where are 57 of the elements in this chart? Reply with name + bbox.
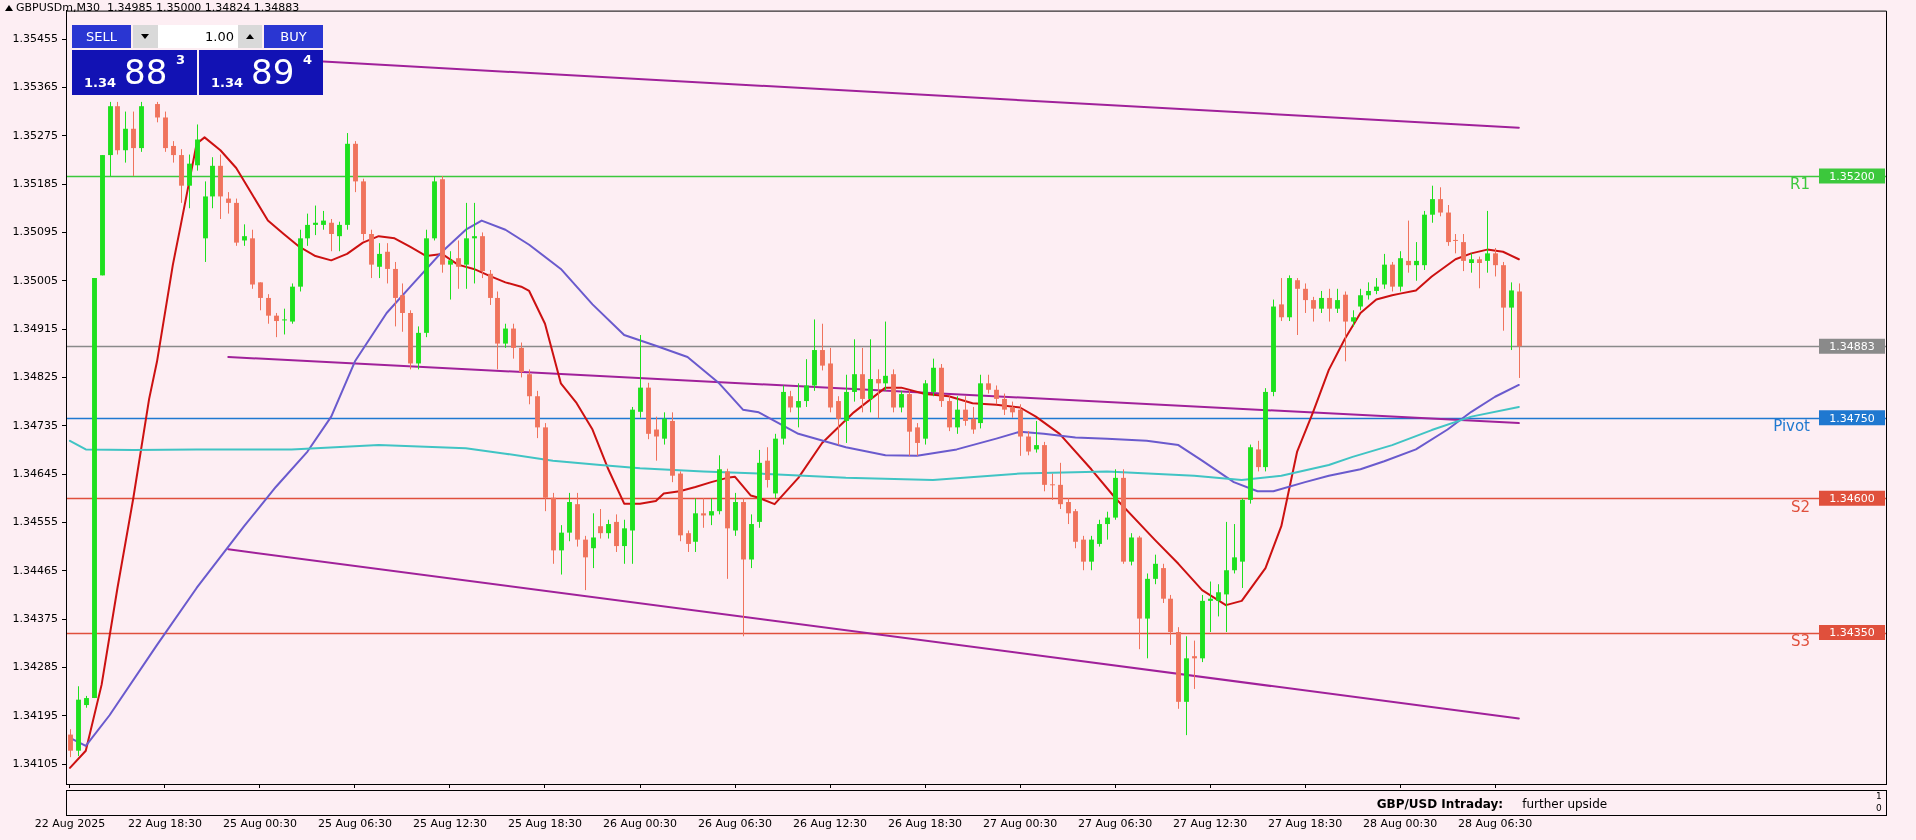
y-tick-label: 1.35455 (12, 31, 58, 45)
x-tick-label: 28 Aug 00:30 (1362, 817, 1438, 831)
y-tick-label: 1.34375 (12, 611, 58, 625)
text: 1.35200 (1829, 169, 1875, 183)
x-tick-label: 26 Aug 12:30 (792, 817, 868, 831)
x-tick-label: 26 Aug 06:30 (697, 817, 773, 831)
y-tick-label: 1.34195 (12, 708, 58, 722)
y-tick-label: 1.34285 (12, 660, 58, 674)
text: 1.34600 (1829, 492, 1875, 506)
y-tick-label: 1.34105 (12, 756, 58, 770)
y-tick-label: 1.35095 (12, 225, 58, 239)
annotation: SELL (86, 29, 117, 44)
text: GBP/USD Intraday: (1376, 797, 1504, 811)
y-tick-label: 1.35365 (12, 80, 58, 94)
candlestick (1351, 309, 1356, 327)
text: 0 (1876, 803, 1882, 813)
x-tick-label: 25 Aug 06:30 (317, 817, 393, 831)
x-tick-label: 27 Aug 12:30 (1172, 817, 1248, 831)
x-tick-label: 25 Aug 00:30 (222, 817, 298, 831)
annotation: 1.34 (211, 75, 244, 90)
text: 1 (1876, 791, 1882, 801)
x-tick-label: 25 Aug 18:30 (507, 817, 583, 831)
y-tick-label: 1.34465 (12, 563, 58, 577)
y-tick-label: 1.35185 (12, 176, 58, 190)
x-tick-label: 22 Aug 18:30 (127, 817, 203, 831)
annotation: 88 (124, 52, 168, 92)
x-tick-label: 25 Aug 12:30 (412, 817, 488, 831)
ref-line-label: S3 (1790, 631, 1810, 650)
y-tick-label: 1.34735 (12, 418, 58, 432)
text: 1.34750 (1829, 411, 1875, 425)
y-tick-label: 1.35005 (12, 273, 58, 287)
x-tick-label: 27 Aug 00:30 (982, 817, 1058, 831)
y-tick-label: 1.35275 (12, 128, 58, 142)
annotation: 89 (251, 52, 295, 92)
ref-line-label: S2 (1790, 497, 1810, 516)
y-tick-label: 1.34915 (12, 321, 58, 335)
x-tick-label: 22 Aug 2025 (34, 817, 106, 831)
x-tick-label: 28 Aug 06:30 (1458, 817, 1533, 831)
ref-line-label: Pivot (1773, 417, 1811, 436)
annotation: 1.00 (205, 29, 234, 44)
annotation: 3 (176, 52, 186, 67)
ref-line-label: R1 (1790, 175, 1810, 194)
annotation: 4 (303, 52, 313, 67)
text: further upside (1522, 797, 1608, 811)
text: 1.34883 (1829, 340, 1875, 354)
y-tick-label: 1.34825 (12, 370, 58, 384)
text: 1.34350 (1829, 626, 1875, 640)
x-tick-label: 26 Aug 00:30 (602, 817, 678, 831)
annotation: BUY (280, 29, 307, 44)
annotation: 1.34 (84, 75, 117, 90)
y-tick-label: 1.34555 (12, 515, 58, 529)
x-tick-label: 27 Aug 18:30 (1267, 817, 1343, 831)
x-tick-label: 27 Aug 06:30 (1077, 817, 1153, 831)
chart-title: GBPUSDm,M30 1.34985 1.35000 1.34824 1.34883 (16, 1, 300, 14)
x-tick-label: 26 Aug 18:30 (887, 817, 963, 831)
candlestick (448, 250, 453, 301)
y-tick-label: 1.34645 (12, 466, 58, 480)
